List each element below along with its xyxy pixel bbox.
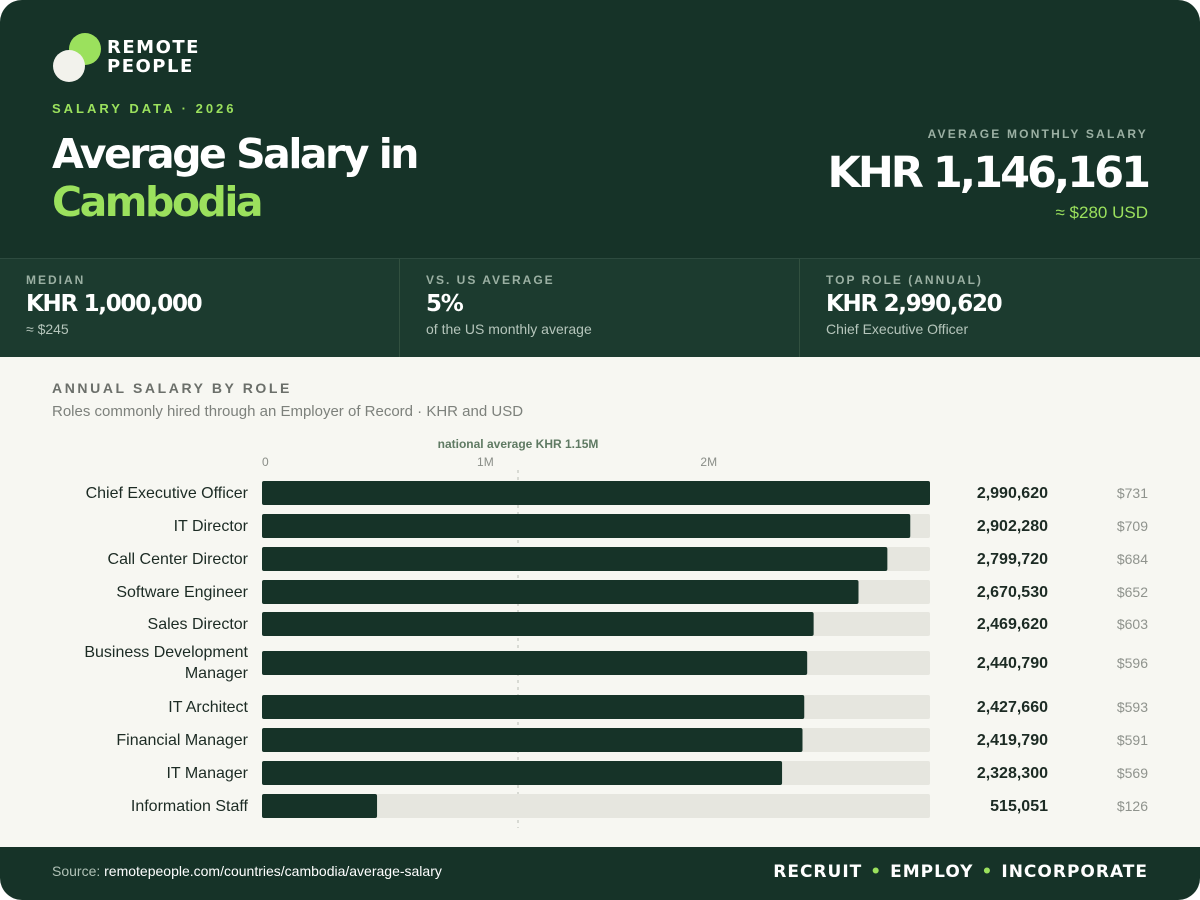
avg-salary-label: AVERAGE MONTHLY SALARY	[927, 127, 1148, 141]
value-label: 2,440,790	[977, 655, 1048, 672]
value-label: 2,419,790	[977, 732, 1048, 749]
usd-label: $593	[1117, 699, 1148, 715]
stat-sub: of the US monthly average	[426, 321, 592, 337]
bar	[262, 580, 859, 604]
category-label: Chief Executive Officer	[86, 485, 249, 502]
brand-logo[interactable]: REMOTE PEOPLE	[52, 32, 212, 84]
bar	[262, 514, 911, 538]
logo-mark-icon	[53, 33, 101, 82]
bar	[262, 651, 808, 675]
salary-bar-chart: national average KHR 1.15M 0 1M 2M Chief Exe…	[84, 437, 1148, 828]
tag-separator: •	[981, 862, 994, 882]
value-label: 2,670,530	[977, 584, 1048, 601]
usd-label: $569	[1117, 765, 1148, 781]
eyebrow: SALARY DATA · 2026	[52, 101, 237, 116]
stat-top-role: TOP ROLE (ANNUAL) KHR 2,990,620 Chief Ex…	[799, 259, 1200, 357]
usd-label: $126	[1117, 798, 1148, 814]
value-label: 2,902,280	[977, 518, 1048, 535]
tag-recruit: RECRUIT	[773, 862, 863, 882]
usd-label: $603	[1117, 616, 1148, 632]
source-prefix: Source:	[52, 863, 105, 879]
x-tick-label: 0	[262, 455, 269, 469]
category-label: Business Development Manager	[84, 644, 248, 682]
value-label: 2,427,660	[977, 699, 1048, 716]
category-label-line: Manager	[185, 665, 249, 682]
tag-incorporate: INCORPORATE	[1001, 862, 1148, 882]
bar	[262, 612, 814, 636]
bar	[262, 728, 803, 752]
logo-wordmark: REMOTE PEOPLE	[107, 38, 200, 76]
value-label: 2,469,620	[977, 616, 1048, 633]
stat-median: MEDIAN KHR 1,000,000 ≈ $245	[0, 259, 399, 357]
header: REMOTE PEOPLE SALARY DATA · 2026 Average…	[0, 0, 1200, 258]
value-label: 515,051	[990, 798, 1048, 815]
value-label: 2,990,620	[977, 485, 1048, 502]
stat-sub: Chief Executive Officer	[826, 321, 969, 337]
stat-vs-us: VS. US AVERAGE 5% of the US monthly aver…	[399, 259, 800, 357]
chart-title: ANNUAL SALARY BY ROLE	[52, 380, 292, 396]
stat-label: VS. US AVERAGE	[426, 273, 555, 287]
tag-employ: EMPLOY	[890, 862, 974, 882]
category-label: Financial Manager	[116, 732, 248, 749]
title-line-2: Cambodia	[52, 178, 264, 226]
bar	[262, 761, 783, 785]
usd-label: $731	[1117, 485, 1148, 501]
category-label: Software Engineer	[116, 584, 248, 601]
title-line-1: Average Salary in	[52, 130, 420, 178]
avg-salary-value: KHR 1,146,161	[827, 148, 1151, 198]
usd-label: $709	[1117, 518, 1148, 534]
stat-sub: ≈ $245	[26, 321, 69, 337]
tagline: RECRUIT • EMPLOY • INCORPORATE	[773, 862, 1148, 882]
bar	[262, 481, 930, 505]
value-label: 2,328,300	[977, 765, 1048, 782]
footer: Source: remotepeople.com/countries/cambo…	[0, 847, 1200, 900]
logo-line-2: PEOPLE	[107, 56, 194, 77]
stats-band: MEDIAN KHR 1,000,000 ≈ $245 VS. US AVERA…	[0, 258, 1200, 357]
category-label: Information Staff	[131, 798, 249, 815]
logo-line-1: REMOTE	[107, 37, 200, 58]
bar	[262, 794, 378, 818]
avg-salary-usd: ≈ $280 USD	[1055, 203, 1149, 222]
category-label: Call Center Director	[108, 551, 249, 568]
category-label: IT Architect	[168, 699, 248, 716]
stat-label: TOP ROLE (ANNUAL)	[826, 273, 983, 287]
chart-subtitle: Roles commonly hired through an Employer…	[52, 403, 524, 420]
bar	[262, 547, 888, 571]
stat-value: KHR 1,000,000	[26, 291, 203, 317]
stat-label: MEDIAN	[26, 273, 86, 287]
page-title: Average Salary in Cambodia	[52, 130, 420, 226]
usd-label: $652	[1117, 584, 1148, 600]
category-label: IT Director	[174, 518, 249, 535]
category-label: Sales Director	[148, 616, 249, 633]
source-link[interactable]: remotepeople.com/countries/cambodia/aver…	[104, 863, 442, 879]
category-label-line: Business Development	[84, 644, 248, 661]
stat-value: KHR 2,990,620	[826, 291, 1003, 317]
source: Source: remotepeople.com/countries/cambo…	[52, 863, 442, 879]
bar-track	[262, 794, 930, 818]
x-tick-label: 2M	[700, 455, 717, 469]
category-label: IT Manager	[166, 765, 248, 782]
tag-separator: •	[870, 862, 883, 882]
bar	[262, 695, 805, 719]
stat-value: 5%	[426, 291, 464, 317]
value-label: 2,799,720	[977, 551, 1048, 568]
reference-label: national average KHR 1.15M	[438, 437, 599, 451]
usd-label: $596	[1117, 655, 1148, 671]
usd-label: $591	[1117, 732, 1148, 748]
usd-label: $684	[1117, 551, 1148, 567]
x-tick-label: 1M	[477, 455, 494, 469]
